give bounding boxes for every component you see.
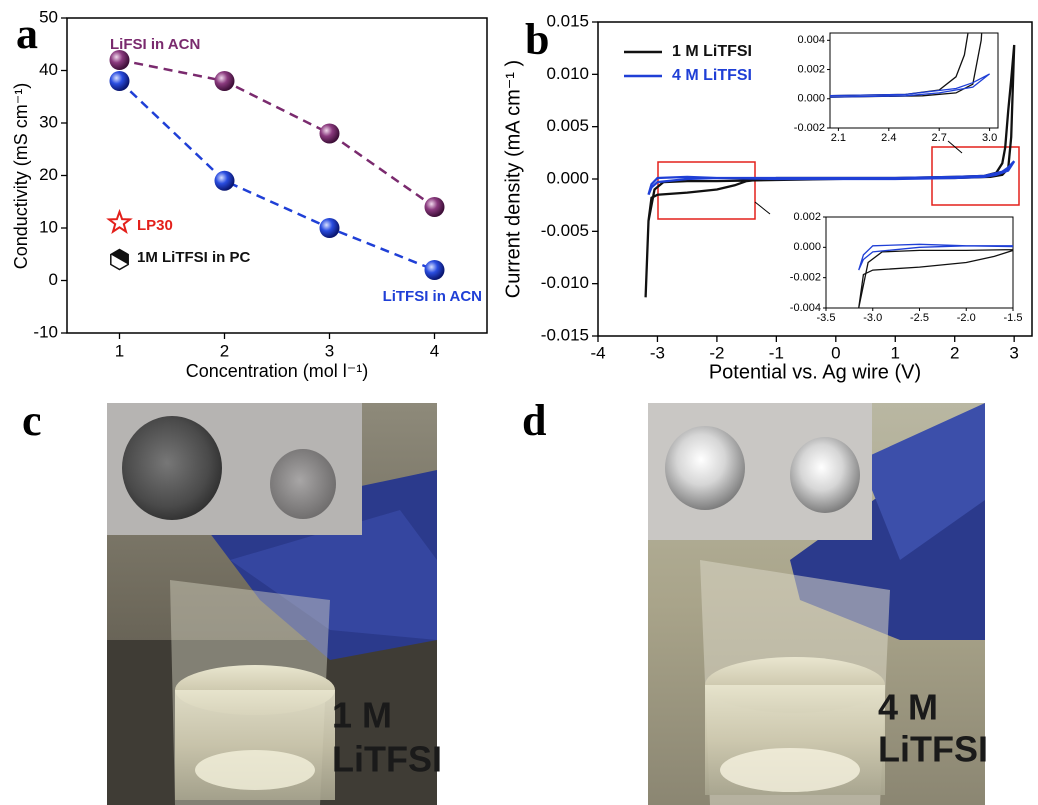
photo-label: LiTFSI [878, 729, 988, 770]
x-tick-label: -2.5 [910, 312, 929, 324]
data-point [110, 248, 129, 271]
legend-label: 4 M LiTFSI [672, 67, 752, 84]
data-point [319, 218, 340, 238]
zoom-box [657, 161, 756, 220]
x-tick-label: 3 [325, 341, 334, 360]
y-tick-label: 0.002 [797, 63, 825, 75]
panel-letter: d [522, 396, 546, 445]
inset-frame [825, 216, 1014, 309]
x-axis-title: Concentration (mol l⁻¹) [186, 361, 369, 381]
y-tick-label: 20 [39, 165, 58, 184]
pointer [754, 201, 771, 215]
series-label: LiTFSI in ACN [383, 288, 482, 305]
series-label: 1M LiTFSI in PC [137, 249, 251, 266]
y-tick-label: 0 [49, 270, 58, 289]
y-tick-label: 0.000 [793, 241, 821, 253]
panel-letter: c [22, 396, 42, 445]
series-label: LP30 [137, 217, 173, 234]
photo [648, 403, 985, 805]
plot-frame [66, 17, 488, 334]
x-tick-label: 0 [831, 343, 840, 362]
plot-area [644, 44, 1016, 298]
x-tick-label: 2.4 [881, 132, 896, 144]
data-point [424, 260, 445, 280]
x-tick-label: -3.0 [863, 312, 882, 324]
y-axis-title: Current density (mA cm⁻¹ ) [502, 60, 524, 298]
x-tick-label: 2 [950, 343, 959, 362]
photo-label: 4 M [878, 687, 938, 728]
inset-frame [829, 32, 999, 129]
series-label: LiFSI in ACN [110, 36, 200, 53]
x-tick-label: 4 [430, 341, 439, 360]
y-tick-label: -0.004 [790, 302, 821, 314]
x-tick-label: -3.5 [817, 312, 836, 324]
x-tick-label: -3 [650, 343, 665, 362]
photo [107, 403, 437, 805]
y-tick-label: 0.004 [797, 34, 825, 46]
trend-line [118, 80, 435, 272]
x-tick-label: 1 [891, 343, 900, 362]
cv-curve [830, 73, 991, 98]
x-tick-label: 3 [1009, 343, 1018, 362]
data-point [106, 208, 133, 234]
x-tick-label: -4 [590, 343, 605, 362]
y-tick-label: -10 [33, 322, 58, 341]
data-point [424, 197, 445, 217]
inset-plot [858, 243, 1013, 308]
zoom-box [931, 146, 1020, 206]
data-point [214, 170, 235, 191]
y-tick-label: -0.010 [541, 273, 589, 292]
y-tick-label: 0.002 [793, 211, 821, 223]
y-tick-label: 40 [39, 60, 58, 79]
data-point [109, 50, 130, 70]
y-tick-label: 30 [39, 112, 58, 131]
panel-letter: a [16, 9, 38, 58]
trend-line [119, 58, 436, 209]
y-tick-label: 0.015 [546, 11, 589, 30]
x-tick-label: -1 [769, 343, 784, 362]
cv-curve [644, 44, 1016, 298]
y-tick-label: -0.002 [790, 272, 821, 284]
x-tick-label: -2.0 [957, 312, 976, 324]
y-axis-title: Conductivity (mS cm⁻¹) [11, 83, 31, 270]
x-tick-label: 3.0 [982, 132, 997, 144]
cv-curve [858, 248, 1013, 308]
y-tick-label: 0.005 [546, 116, 589, 135]
legend-label: 1 M LiTFSI [672, 43, 752, 60]
hexagon-half [110, 249, 129, 265]
y-tick-label: -0.002 [794, 122, 825, 134]
y-tick-label: -0.005 [541, 221, 589, 240]
hexagon-outline [110, 248, 129, 271]
photo-label: LiTFSI [332, 739, 442, 780]
pointer [947, 140, 963, 154]
data-point [214, 71, 235, 91]
y-tick-label: -0.015 [541, 325, 589, 344]
photo-label: 1 M [332, 695, 392, 736]
y-tick-label: 50 [39, 7, 58, 26]
x-tick-label: 2 [220, 341, 229, 360]
y-tick-label: 0.010 [546, 64, 589, 83]
y-tick-label: 10 [39, 217, 58, 236]
x-tick-label: 1 [115, 341, 124, 360]
x-tick-label: 2.1 [831, 132, 846, 144]
x-tick-label: -1.5 [1004, 312, 1023, 324]
y-tick-label: 0.000 [546, 168, 589, 187]
data-point [319, 123, 340, 144]
panel-letter: b [525, 15, 549, 64]
data-point [109, 71, 130, 91]
cv-curve [858, 243, 1013, 271]
inset-plot [830, 33, 991, 98]
x-tick-label: -2 [709, 343, 724, 362]
x-axis-title: Potential vs. Ag wire (V) [709, 361, 921, 383]
y-tick-label: 0.000 [797, 93, 825, 105]
x-tick-label: 2.7 [932, 132, 947, 144]
cv-curve [647, 160, 1016, 196]
